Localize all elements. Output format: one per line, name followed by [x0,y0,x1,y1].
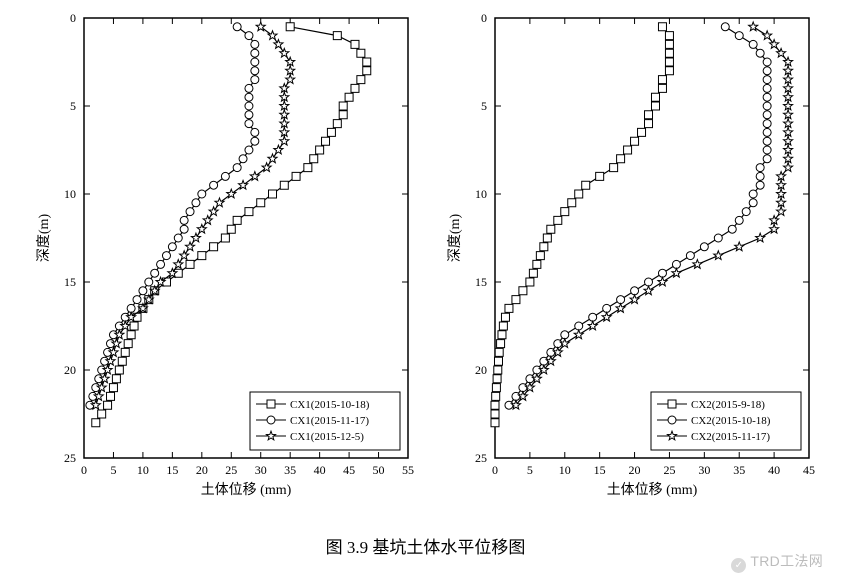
svg-text:50: 50 [373,463,385,477]
svg-text:0: 0 [492,463,498,477]
svg-text:30: 30 [255,463,267,477]
watermark: ✓ TRD工法网 [731,551,823,573]
wechat-icon: ✓ [731,558,746,573]
svg-text:CX2(2015-10-18): CX2(2015-10-18) [691,415,771,427]
svg-text:深度(m): 深度(m) [447,214,463,263]
svg-text:25: 25 [475,451,487,465]
svg-text:深度(m): 深度(m) [36,214,52,263]
svg-text:CX2(2015-11-17): CX2(2015-11-17) [691,431,770,443]
svg-text:5: 5 [481,99,487,113]
svg-text:10: 10 [475,187,487,201]
svg-text:CX2(2015-9-18): CX2(2015-9-18) [691,399,765,411]
svg-text:30: 30 [698,463,710,477]
svg-text:CX1(2015-12-5): CX1(2015-12-5) [290,431,364,443]
svg-text:0: 0 [481,11,487,25]
svg-text:15: 15 [475,275,487,289]
svg-text:35: 35 [733,463,745,477]
svg-text:20: 20 [629,463,641,477]
svg-text:35: 35 [284,463,296,477]
chart-right-svg: 0 5 10 15 20 25 30 35 40 45 0 5 10 15 20 25 土体位移 (mm) 深度(… [441,8,821,508]
svg-text:55: 55 [402,463,414,477]
svg-text:CX1(2015-11-17): CX1(2015-11-17) [290,415,369,427]
chart-cx1: 0 5 10 15 20 25 30 35 40 45 50 55 0 5 10 15 20 25 土体位移 (mm… [30,8,420,513]
svg-text:土体位移 (mm): 土体位移 (mm) [201,482,292,498]
svg-text:10: 10 [64,187,76,201]
watermark-text: TRD工法网 [750,553,823,569]
svg-text:45: 45 [803,463,815,477]
svg-text:15: 15 [594,463,606,477]
svg-text:25: 25 [64,451,76,465]
chart-cx2: 0 5 10 15 20 25 30 35 40 45 0 5 10 15 20 25 土体位移 (mm) 深度(… [441,8,821,513]
svg-text:40: 40 [768,463,780,477]
svg-text:15: 15 [64,275,76,289]
svg-text:20: 20 [196,463,208,477]
svg-text:45: 45 [343,463,355,477]
svg-text:5: 5 [70,99,76,113]
svg-text:土体位移 (mm): 土体位移 (mm) [607,482,698,498]
svg-text:20: 20 [475,363,487,377]
svg-text:15: 15 [166,463,178,477]
svg-text:25: 25 [225,463,237,477]
svg-text:CX1(2015-10-18): CX1(2015-10-18) [290,399,370,411]
svg-text:10: 10 [559,463,571,477]
svg-text:10: 10 [137,463,149,477]
svg-text:5: 5 [527,463,533,477]
svg-text:0: 0 [70,11,76,25]
chart-left-svg: 0 5 10 15 20 25 30 35 40 45 50 55 0 5 10 15 20 25 土体位移 (mm… [30,8,420,508]
svg-text:5: 5 [110,463,116,477]
svg-text:0: 0 [81,463,87,477]
svg-text:40: 40 [314,463,326,477]
svg-text:20: 20 [64,363,76,377]
figure-caption: 图 3.9 基坑土体水平位移图 [0,533,851,558]
svg-text:25: 25 [663,463,675,477]
